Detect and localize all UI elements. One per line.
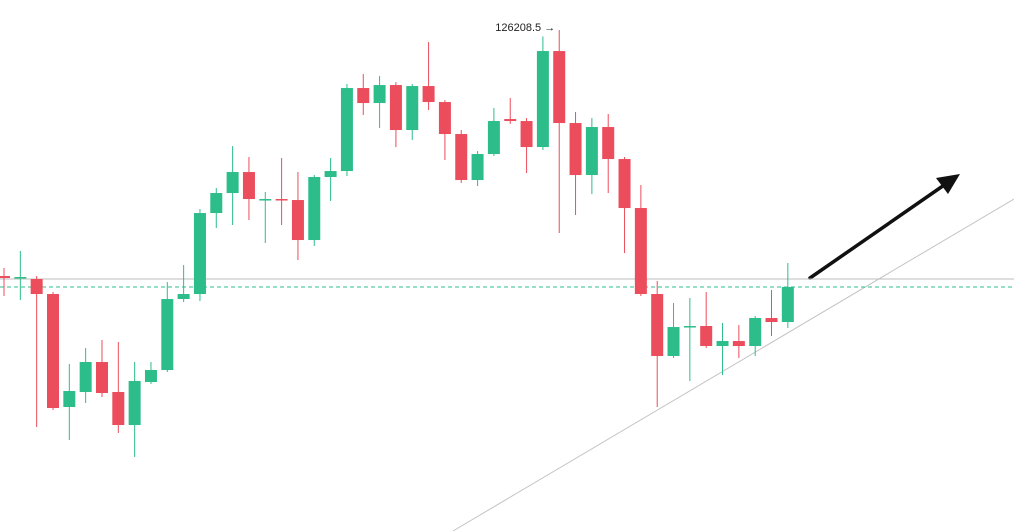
candle-body	[438, 102, 451, 135]
candle-body	[226, 172, 239, 194]
candle-body	[30, 279, 43, 295]
candle-body	[0, 276, 10, 279]
candle-body	[210, 193, 223, 214]
candle-body	[242, 172, 255, 200]
candle-body	[634, 208, 647, 295]
candle-body	[340, 88, 353, 172]
candle-body	[46, 294, 59, 409]
candle-body	[667, 327, 680, 357]
candle-body	[683, 326, 696, 328]
candle-body	[569, 123, 582, 176]
arrow	[808, 174, 960, 280]
candle-body	[259, 199, 272, 201]
candle-body	[406, 86, 419, 131]
candle-body	[389, 85, 402, 131]
candle-body	[63, 391, 76, 408]
candle-body	[487, 121, 500, 155]
candle-body	[95, 362, 108, 394]
candle-body	[455, 134, 468, 181]
candle-body	[291, 200, 304, 241]
candle-body	[716, 341, 729, 347]
candle-body	[79, 362, 92, 393]
candle-body	[161, 299, 174, 371]
candle-body	[585, 127, 598, 176]
candle-body	[765, 318, 778, 323]
candle-body	[14, 277, 27, 279]
candle-body	[520, 121, 533, 148]
candle-body	[193, 213, 206, 295]
candle-body	[749, 318, 762, 347]
candle-body	[504, 119, 517, 122]
candle-body	[373, 85, 386, 104]
max-label: 126208.5 →	[495, 22, 555, 34]
candle-body	[422, 86, 435, 103]
candle-body	[781, 287, 794, 323]
candle-body	[144, 370, 157, 383]
candle-body	[177, 294, 190, 300]
candle-body	[308, 177, 321, 241]
candle-body	[128, 381, 141, 426]
candle-body	[112, 392, 125, 426]
candle-body	[618, 159, 631, 209]
candle-body	[732, 341, 745, 347]
candle-body	[536, 51, 549, 148]
candle-body	[357, 88, 370, 104]
candle-body	[324, 171, 337, 178]
candle-body	[553, 51, 566, 124]
candle-body	[471, 154, 484, 181]
candle-body	[651, 294, 664, 357]
trend-line	[452, 198, 1014, 531]
candle-body	[602, 127, 615, 160]
candle-body	[275, 199, 288, 201]
candle-body	[700, 326, 713, 347]
